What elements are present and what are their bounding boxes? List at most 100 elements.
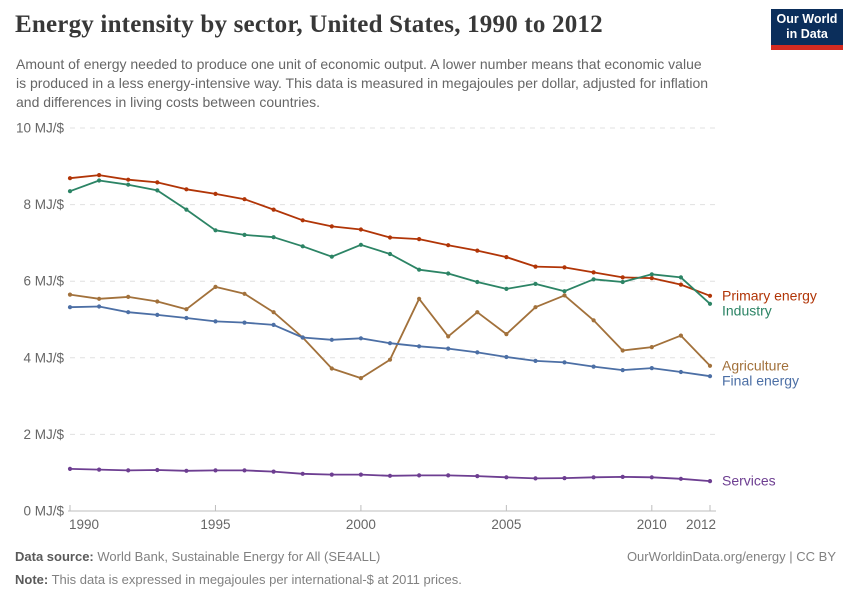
data-point-primary-energy — [707, 293, 713, 298]
data-point-primary-energy — [533, 264, 538, 269]
data-point-primary-energy — [678, 282, 684, 287]
data-point-primary-energy — [417, 237, 422, 242]
data-point-final-energy — [591, 364, 596, 369]
data-point-industry — [562, 289, 567, 294]
data-point-services — [213, 468, 218, 473]
note-label: Note: — [15, 572, 49, 587]
data-point-industry — [67, 189, 73, 194]
data-point-primary-energy — [504, 255, 509, 260]
data-point-services — [533, 476, 538, 481]
data-point-services — [475, 474, 480, 479]
data-point-services — [620, 474, 625, 479]
data-point-industry — [678, 275, 684, 280]
data-point-final-energy — [155, 312, 160, 317]
data-point-agriculture — [271, 310, 276, 315]
data-point-final-energy — [649, 366, 654, 371]
owid-logo[interactable]: Our World in Data — [771, 9, 843, 50]
x-tick-label: 1995 — [200, 517, 230, 532]
data-point-final-energy — [504, 354, 509, 360]
data-point-industry — [271, 235, 276, 240]
data-point-industry — [213, 228, 218, 233]
data-point-agriculture — [155, 299, 160, 304]
data-point-industry — [649, 272, 654, 277]
data-point-services — [446, 473, 451, 478]
data-point-services — [155, 467, 160, 473]
x-tick-label: 2012 — [686, 517, 716, 532]
data-point-industry — [155, 188, 160, 193]
data-point-services — [242, 468, 247, 473]
data-point-services — [504, 475, 509, 480]
series-end-label-final-energy: Final energy — [722, 372, 799, 388]
data-point-agriculture — [533, 305, 538, 310]
data-point-agriculture — [707, 363, 713, 368]
data-point-industry — [97, 178, 102, 183]
x-tick-label: 1990 — [69, 517, 99, 532]
data-point-industry — [475, 279, 480, 285]
data-point-agriculture — [97, 296, 102, 301]
data-point-industry — [387, 251, 393, 257]
note-text: This data is expressed in megajoules per… — [48, 572, 462, 587]
data-point-primary-energy — [184, 187, 189, 192]
y-tick-label: 6 MJ/$ — [23, 274, 64, 289]
data-point-agriculture — [126, 294, 131, 299]
data-point-final-energy — [300, 335, 305, 340]
data-point-agriculture — [417, 296, 422, 301]
data-point-agriculture — [678, 333, 684, 338]
data-point-final-energy — [533, 358, 538, 363]
chart-subtitle: Amount of energy needed to produce one u… — [16, 55, 776, 112]
data-point-industry — [358, 242, 363, 247]
series-line-agriculture — [69, 285, 711, 380]
data-source-line: Data source: World Bank, Sustainable Ene… — [15, 549, 615, 564]
data-point-primary-energy — [387, 235, 393, 240]
data-point-primary-energy — [562, 265, 567, 270]
data-point-final-energy — [562, 360, 567, 365]
data-point-services — [271, 469, 276, 474]
data-point-services — [591, 475, 596, 480]
data-point-agriculture — [504, 332, 509, 337]
series-line-industry — [69, 179, 711, 305]
data-point-agriculture — [620, 348, 625, 353]
data-point-final-energy — [97, 304, 102, 309]
data-point-primary-energy — [67, 176, 73, 181]
data-point-industry — [417, 267, 422, 272]
data-point-final-energy — [184, 315, 189, 321]
x-tick-label: 2010 — [637, 517, 667, 532]
data-point-final-energy — [329, 337, 334, 342]
data-point-final-energy — [126, 310, 131, 315]
data-point-services — [126, 468, 131, 473]
series-end-label-industry: Industry — [722, 302, 772, 318]
owid-logo-text: in Data — [786, 27, 828, 41]
data-point-services — [678, 476, 684, 481]
data-point-industry — [533, 281, 538, 286]
series-end-label-primary-energy: Primary energy — [722, 287, 817, 303]
data-point-services — [184, 468, 189, 473]
data-point-agriculture — [475, 310, 480, 315]
data-point-services — [358, 472, 363, 477]
data-point-services — [387, 473, 393, 478]
data-point-agriculture — [329, 366, 334, 371]
data-point-industry — [126, 182, 131, 187]
data-point-final-energy — [242, 320, 247, 325]
data-point-agriculture — [67, 292, 73, 297]
data-source-text: World Bank, Sustainable Energy for All (… — [93, 549, 381, 564]
data-point-industry — [620, 279, 625, 285]
y-tick-label: 0 MJ/$ — [23, 504, 64, 519]
note-line: Note: This data is expressed in megajoul… — [15, 572, 715, 587]
y-tick-label: 4 MJ/$ — [23, 350, 64, 365]
x-tick-label: 2000 — [346, 517, 376, 532]
data-point-agriculture — [242, 291, 247, 296]
data-source-label: Data source: — [15, 549, 94, 564]
data-point-final-energy — [387, 341, 393, 346]
subtitle-line: and differences in living costs between … — [16, 94, 321, 110]
owid-credit-link[interactable]: OurWorldinData.org/energy | CC BY — [626, 549, 836, 564]
data-point-services — [562, 476, 567, 481]
data-point-primary-energy — [213, 191, 218, 196]
data-point-final-energy — [475, 350, 480, 355]
owid-logo-text: Our World — [776, 12, 838, 26]
subtitle-line: Amount of energy needed to produce one u… — [16, 56, 702, 72]
data-point-primary-energy — [358, 227, 363, 232]
data-point-agriculture — [213, 284, 218, 289]
data-point-services — [67, 466, 73, 471]
data-point-primary-energy — [242, 197, 247, 202]
